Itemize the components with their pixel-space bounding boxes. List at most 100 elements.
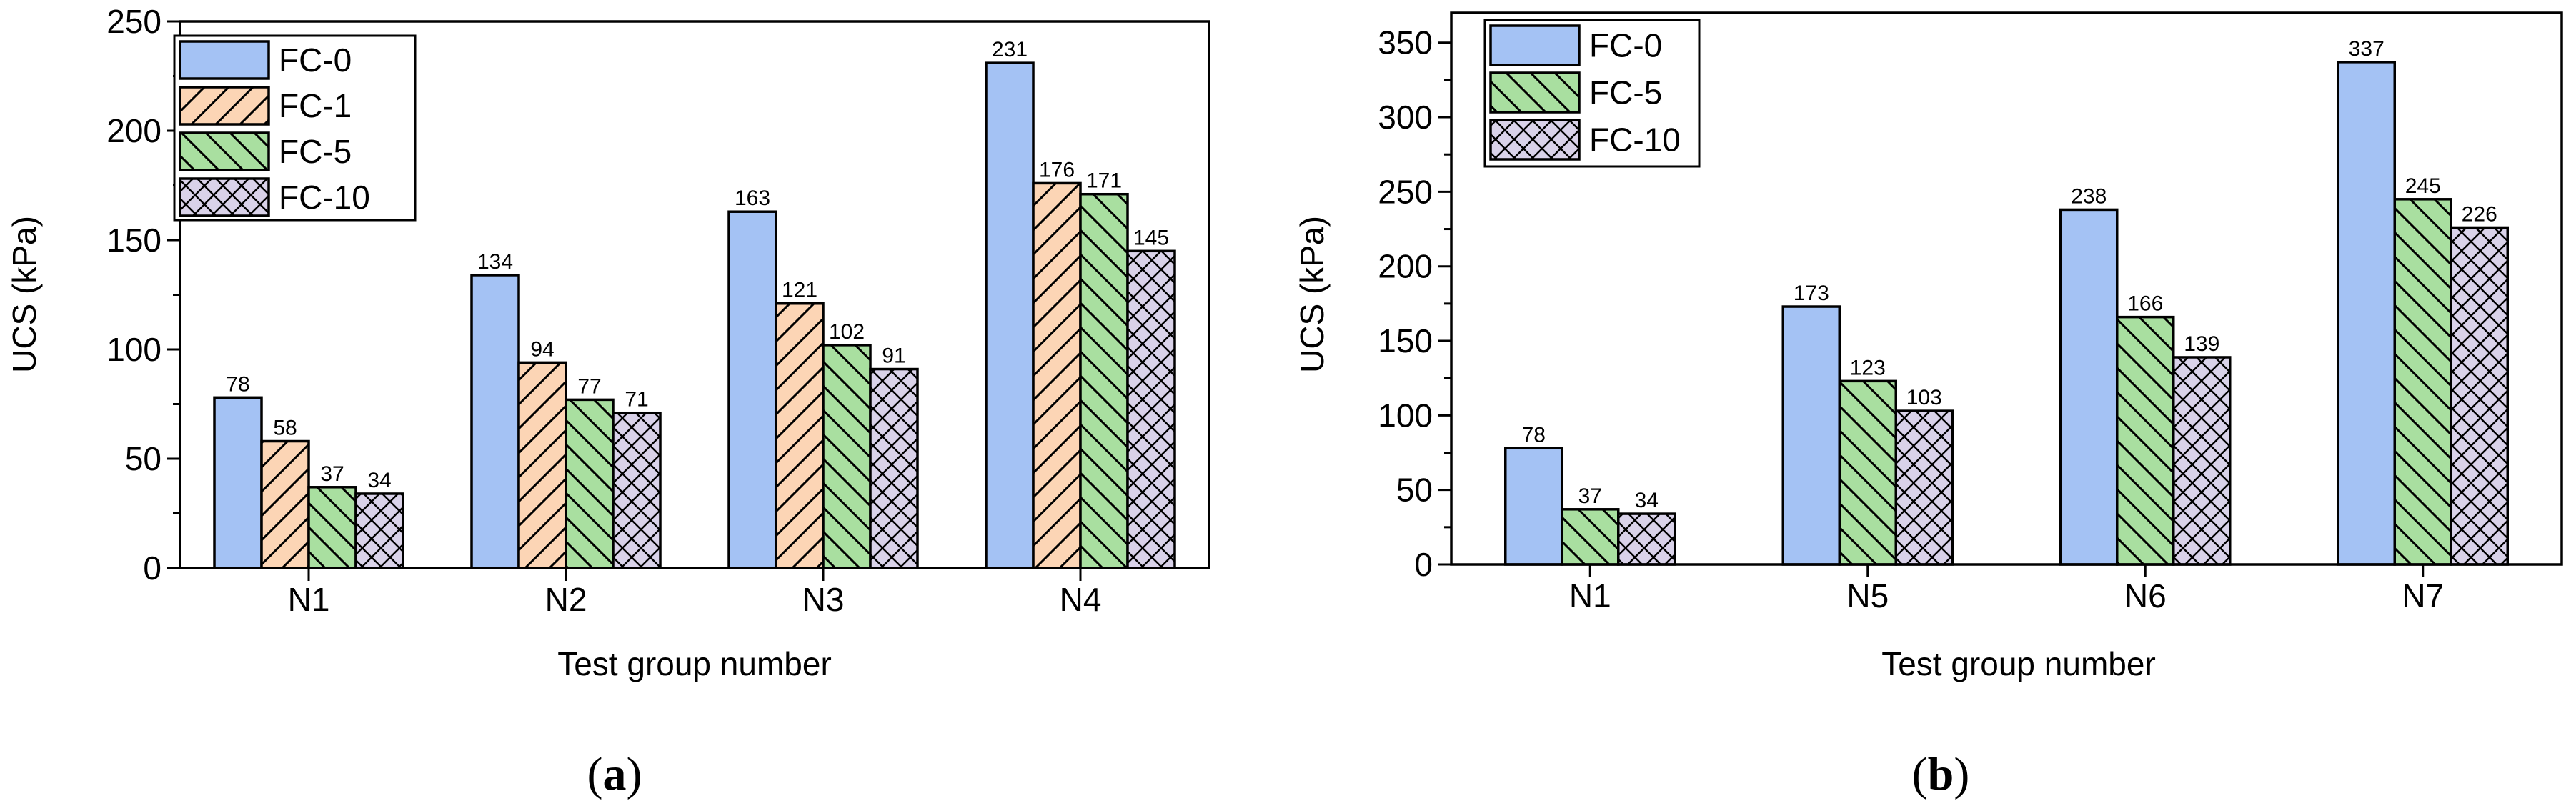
bar-N5-FC-0 — [1781, 305, 1841, 566]
data-label: 145 — [1133, 226, 1169, 249]
legend-label: FC-1 — [279, 87, 352, 124]
x-axis-label: Test group number — [1881, 645, 2156, 682]
legend-swatch-FC-5 — [179, 131, 270, 171]
data-label: 77 — [577, 374, 601, 398]
data-label: 231 — [992, 38, 1028, 61]
bar-N7-FC-10 — [2450, 226, 2509, 566]
data-label: 34 — [1635, 489, 1659, 512]
legend: FC-0 FC-5 FC-10 — [1483, 19, 1701, 168]
legend-label: FC-0 — [279, 41, 352, 79]
y-tick-label: 200 — [1378, 248, 1433, 285]
y-tick-label: 0 — [1414, 546, 1433, 583]
data-label: 71 — [625, 388, 648, 412]
legend-label: FC-10 — [279, 179, 370, 216]
y-tick-label: 0 — [143, 549, 161, 587]
data-label: 78 — [1522, 423, 1546, 447]
data-label: 34 — [367, 469, 391, 492]
x-tick-label: N1 — [1569, 577, 1611, 615]
data-label: 337 — [2349, 37, 2384, 61]
bar-N6-FC-5 — [2116, 315, 2175, 566]
data-label: 78 — [226, 372, 249, 396]
x-tick-label: N7 — [2402, 577, 2444, 615]
bar-N4-FC-0 — [985, 61, 1035, 569]
bar-N2-FC-5 — [565, 398, 615, 569]
bar-N6-FC-0 — [2059, 208, 2119, 566]
bar-N1-FC-10 — [1617, 512, 1676, 566]
x-tick-label: N4 — [1060, 581, 1102, 618]
bar-N3-FC-1 — [775, 302, 825, 569]
bar-N4-FC-5 — [1079, 192, 1129, 569]
y-tick-label: 50 — [125, 440, 161, 477]
bar-N7-FC-5 — [2393, 198, 2452, 566]
legend-label: FC-0 — [1589, 27, 1662, 64]
bar-N3-FC-10 — [869, 367, 919, 569]
bar-N1-FC-1 — [260, 439, 310, 569]
bar-N1-FC-10 — [354, 492, 404, 569]
data-label: 166 — [2127, 292, 2163, 316]
data-label: 102 — [829, 320, 865, 344]
data-label: 91 — [882, 344, 905, 368]
legend-swatch-FC-10 — [179, 177, 270, 217]
legend-swatch-FC-0 — [179, 40, 270, 80]
legend-label: FC-10 — [1589, 121, 1681, 159]
bar-N2-FC-10 — [612, 411, 662, 569]
y-tick-label: 300 — [1378, 99, 1433, 136]
bar-N5-FC-5 — [1838, 379, 1897, 566]
data-label: 163 — [735, 186, 770, 210]
data-label: 37 — [320, 462, 344, 486]
bar-N1-FC-5 — [1561, 508, 1620, 566]
legend-swatch-FC-0 — [1489, 24, 1581, 66]
x-tick-label: N5 — [1846, 577, 1889, 615]
y-tick-label: 250 — [1378, 173, 1433, 210]
bar-N5-FC-10 — [1894, 409, 1954, 566]
y-tick-label: 100 — [106, 331, 161, 368]
bar-N1-FC-0 — [1504, 447, 1563, 566]
plot-frame — [1450, 11, 2563, 566]
bar-N7-FC-0 — [2337, 61, 2396, 566]
data-label: 245 — [2405, 174, 2441, 198]
legend: FC-0 FC-1 FC-5 FC-10 — [173, 34, 417, 222]
y-tick-label: 100 — [1378, 397, 1433, 434]
data-label: 134 — [477, 250, 513, 274]
bar-N2-FC-1 — [517, 361, 567, 569]
x-tick-label: N2 — [545, 581, 587, 618]
y-tick-label: 350 — [1378, 24, 1433, 61]
y-tick-label: 150 — [106, 222, 161, 259]
x-tick-label: N3 — [802, 581, 845, 618]
panel-caption: (a) — [587, 748, 642, 800]
chart-panel-b: 78 37 34 N1 173 123 103 N5 238 166 139 N6 337 245 226 N… — [1293, 11, 2563, 800]
y-axis-label: UCS (kPa) — [6, 216, 43, 373]
legend-swatch-FC-10 — [1489, 119, 1581, 161]
y-axis-label: UCS (kPa) — [1293, 216, 1331, 373]
data-label: 238 — [2071, 184, 2107, 208]
legend-swatch-FC-1 — [179, 86, 270, 126]
y-tick-label: 150 — [1378, 322, 1433, 359]
bar-N3-FC-5 — [822, 344, 872, 569]
data-label: 123 — [1850, 356, 1886, 379]
panel-caption: (b) — [1912, 748, 1970, 800]
bar-N3-FC-0 — [727, 210, 777, 569]
data-label: 226 — [2462, 202, 2497, 226]
chart-panel-a: 78 58 37 34 N1 134 94 77 71 N2 163 121 102 91 N3 231 176… — [6, 3, 1210, 800]
legend-label: FC-5 — [279, 133, 352, 170]
bar-N6-FC-10 — [2172, 356, 2232, 566]
bar-N1-FC-5 — [307, 486, 357, 569]
legend-label: FC-5 — [1589, 74, 1662, 111]
data-label: 176 — [1039, 158, 1075, 181]
data-label: 103 — [1906, 386, 1942, 409]
data-label: 37 — [1578, 484, 1602, 508]
bar-N2-FC-0 — [470, 274, 520, 569]
y-tick-label: 200 — [106, 112, 161, 149]
y-tick-label: 50 — [1396, 472, 1433, 509]
data-label: 94 — [530, 337, 554, 361]
x-tick-label: N6 — [2124, 577, 2167, 615]
bar-N4-FC-10 — [1126, 249, 1176, 569]
bar-N1-FC-0 — [213, 396, 263, 569]
data-label: 121 — [782, 279, 817, 302]
data-label: 139 — [2184, 332, 2219, 356]
x-axis-label: Test group number — [557, 645, 832, 682]
bar-N4-FC-1 — [1032, 181, 1082, 569]
data-label: 171 — [1086, 169, 1122, 193]
legend-swatch-FC-5 — [1489, 71, 1581, 114]
